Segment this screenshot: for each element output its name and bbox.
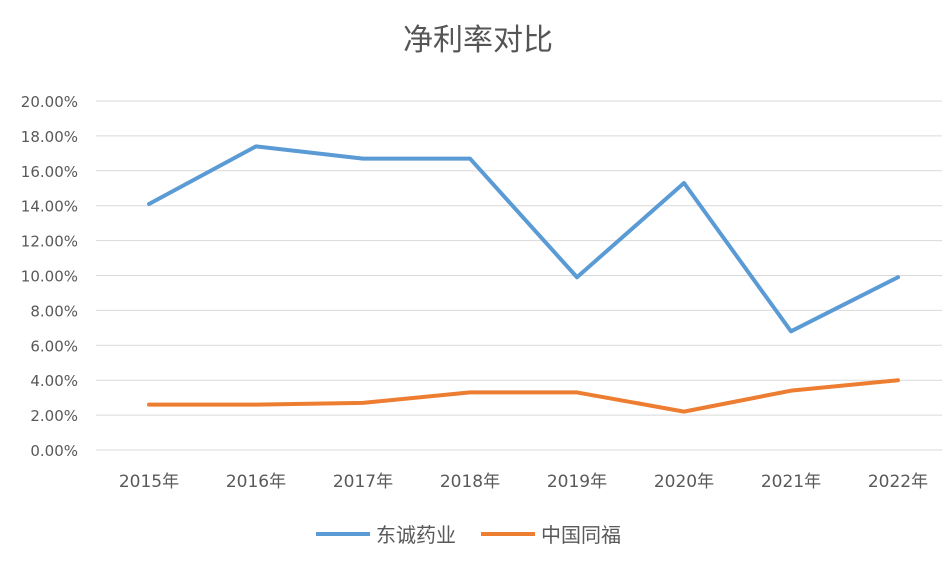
y-tick-label: 6.00% [30,337,78,355]
legend: 东诚药业 中国同福 [316,523,621,547]
legend-label: 东诚药业 [376,523,456,547]
y-tick-label: 18.00% [21,128,78,146]
x-tick-label: 2018年 [440,472,500,492]
y-tick-label: 2.00% [30,407,78,425]
y-tick-label: 10.00% [21,268,78,286]
x-tick-label: 2021年 [761,472,821,492]
x-tick-label: 2016年 [226,472,286,492]
y-tick-label: 14.00% [21,198,78,216]
y-tick-label: 8.00% [30,302,78,320]
series-lines [147,144,900,414]
x-tick-label: 2019年 [547,472,607,492]
chart-title: 净利率对比 [403,23,553,58]
y-tick-label: 12.00% [21,233,78,251]
series-line [147,378,900,414]
x-tick-label: 2015年 [119,472,179,492]
y-tick-label: 0.00% [30,442,78,460]
series-line [147,144,900,334]
y-tick-label: 20.00% [21,93,78,111]
x-tick-label: 2022年 [868,472,928,492]
gridlines [96,100,942,451]
y-tick-label: 4.00% [30,372,78,390]
x-axis-tick-labels: 2015年 2016年 2017年 2018年 2019年 2020年 2021年 2022年 [119,472,928,492]
x-tick-label: 2017年 [333,472,393,492]
legend-label: 中国同福 [541,523,621,547]
x-tick-label: 2020年 [654,472,714,492]
y-axis-tick-labels: 0.00% 2.00% 4.00% 6.00% 8.00% 10.00% 12.00% 14.… [21,93,78,460]
y-tick-label: 16.00% [21,163,78,181]
